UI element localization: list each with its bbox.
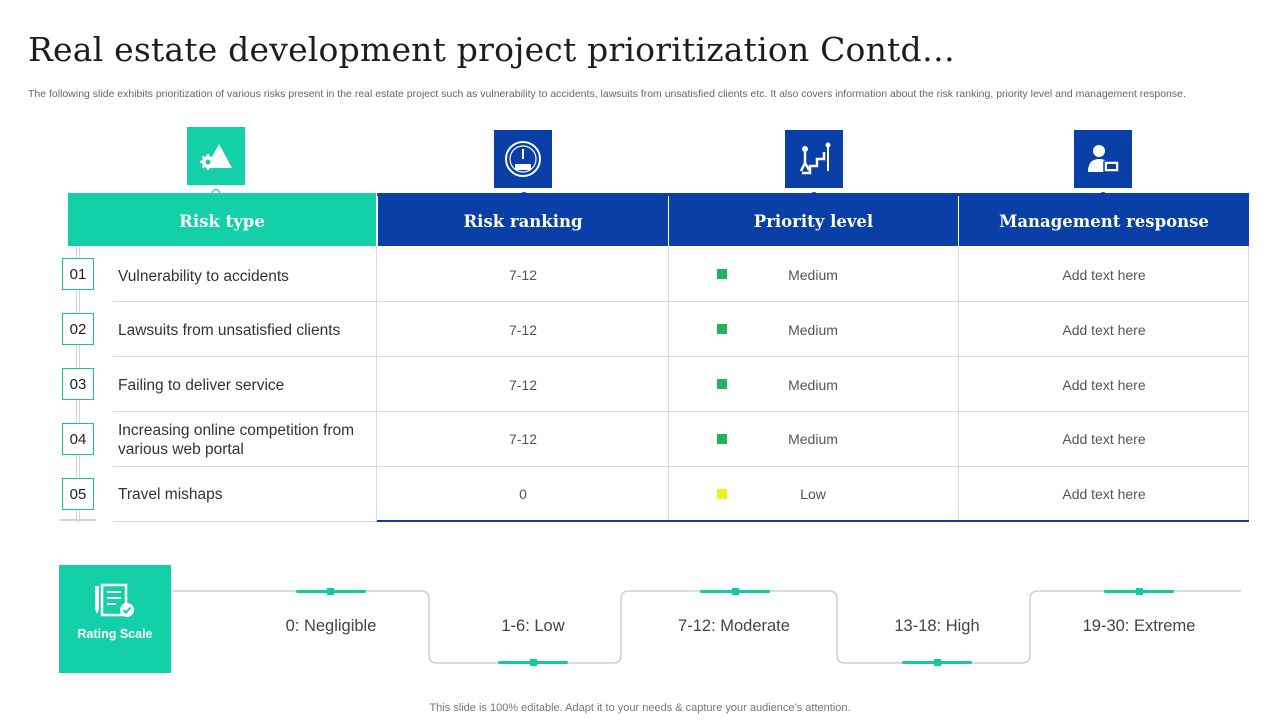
header-priority-level: Priority level [669, 196, 958, 246]
level-connector-knob [934, 659, 941, 666]
risk-type-top-border [68, 193, 376, 196]
priority-indicator [717, 489, 727, 499]
priority-level-cell: Medium [788, 431, 838, 447]
number-connector-base [60, 519, 96, 521]
warning-shapes-icon [187, 127, 245, 185]
rating-scale-label: Rating Scale [77, 627, 153, 641]
risk-ranking-cell: 7-12 [508, 377, 538, 393]
risk-ranking-cell: 7-12 [508, 431, 538, 447]
page-subtitle: The following slide exhibits prioritizat… [28, 88, 1186, 100]
management-response-cell: Add text here [1062, 267, 1146, 283]
priority-level-cell: Medium [788, 377, 838, 393]
rating-level: 19-30: Extreme [1082, 617, 1196, 635]
priority-level-cell: Low [800, 486, 826, 502]
stairs-priority-icon [785, 130, 843, 188]
risk-type-cell: Travel mishaps [118, 486, 223, 503]
table-top-border [377, 193, 1249, 196]
management-response-cell: Add text here [1062, 322, 1146, 338]
priority-indicator [717, 434, 727, 444]
risk-gauge-icon [494, 130, 552, 188]
risk-ranking-cell: 7-12 [508, 267, 538, 283]
grid-line [1248, 246, 1249, 522]
grid-line [376, 246, 377, 522]
row-number: 02 [62, 313, 94, 345]
priority-indicator [717, 324, 727, 334]
row-divider [113, 466, 1249, 467]
risk-type-cell: Failing to deliver service [118, 377, 285, 394]
management-response-cell: Add text here [1062, 377, 1146, 393]
grid-line [668, 246, 669, 522]
user-computer-icon [1074, 130, 1132, 188]
row-divider [113, 356, 1249, 357]
level-connector-knob [327, 588, 334, 595]
level-connector-knob [530, 659, 537, 666]
rating-level: 13-18: High [894, 617, 980, 635]
management-response-cell: Add text here [1062, 431, 1146, 447]
table-bottom-border [377, 520, 1249, 522]
page-title: Real estate development project prioriti… [28, 30, 956, 69]
header-risk-ranking: Risk ranking [378, 196, 668, 246]
row-divider [113, 521, 377, 522]
row-divider [113, 301, 1249, 302]
row-number: 05 [62, 478, 94, 510]
rating-checklist-icon [92, 583, 138, 624]
row-number: 03 [62, 368, 94, 400]
footer-note: This slide is 100% editable. Adapt it to… [429, 702, 851, 714]
level-connector-knob [1136, 588, 1143, 595]
rating-scale-box: Rating Scale [59, 565, 171, 673]
row-number: 04 [62, 423, 94, 455]
rating-level: 7-12: Moderate [678, 617, 790, 635]
risk-type-cell: Vulnerability to accidents [118, 268, 289, 285]
priority-indicator [717, 379, 727, 389]
rating-level: 1-6: Low [501, 617, 565, 635]
priority-level-cell: Medium [788, 267, 838, 283]
rating-level: 0: Negligible [285, 617, 377, 635]
risk-ranking-cell: 0 [519, 486, 527, 502]
grid-line [958, 246, 959, 522]
priority-level-cell: Medium [788, 322, 838, 338]
row-number: 01 [62, 258, 94, 290]
level-connector-knob [732, 588, 739, 595]
header-risk-type: Risk type [68, 196, 376, 246]
row-divider [113, 411, 1249, 412]
risk-ranking-cell: 7-12 [508, 322, 538, 338]
priority-indicator [717, 269, 727, 279]
risk-type-cell: Increasing online competition from vario… [118, 422, 355, 458]
header-management-response: Management response [959, 196, 1249, 246]
management-response-cell: Add text here [1062, 486, 1146, 502]
risk-type-cell: Lawsuits from unsatisfied clients [118, 322, 341, 339]
